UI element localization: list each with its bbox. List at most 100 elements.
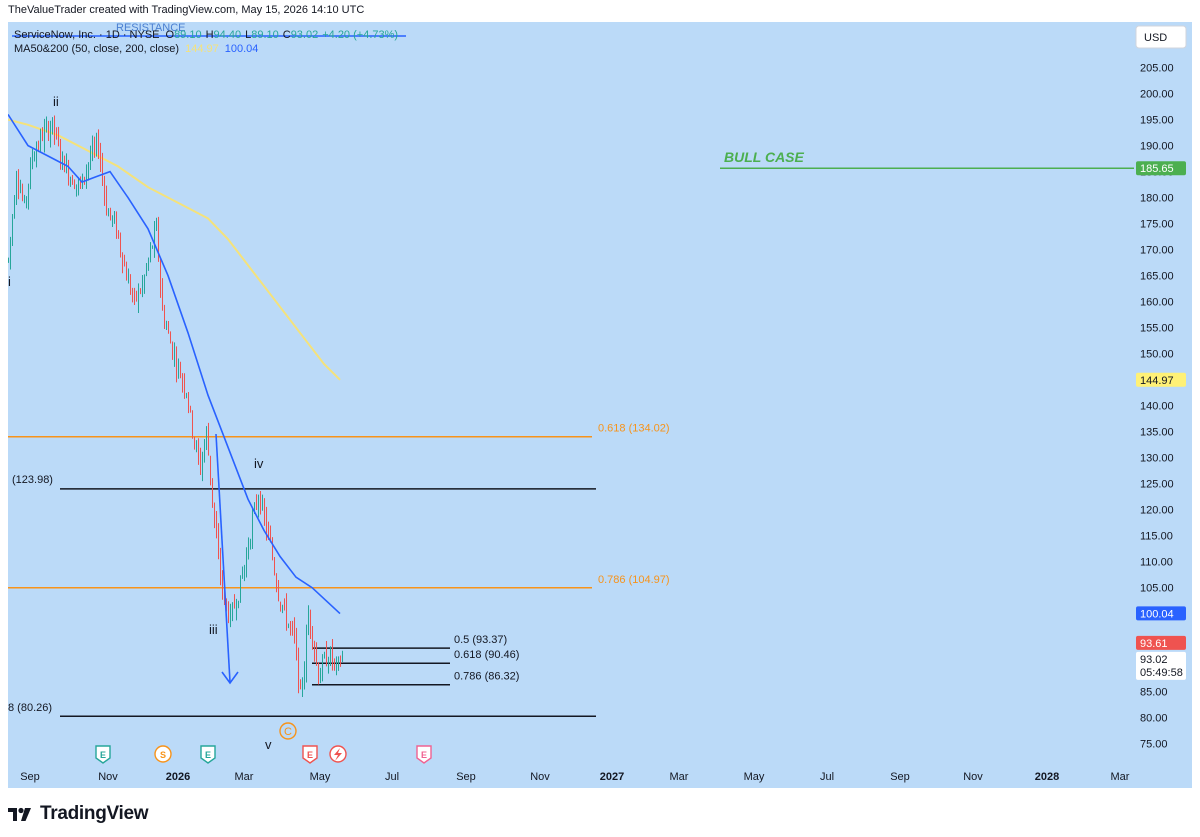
wave-label: iv <box>254 456 264 471</box>
wave-c-label: C <box>284 726 292 738</box>
event-marker-label: S <box>160 750 166 760</box>
event-marker <box>95 745 111 764</box>
down-arrow-head <box>221 671 239 685</box>
currency-button[interactable] <box>1135 25 1187 49</box>
x-tick-label: 2026 <box>166 771 190 783</box>
event-marker <box>302 745 318 764</box>
y-tick-label: 170.00 <box>1140 245 1174 257</box>
x-tick-label: Mar <box>670 771 689 783</box>
price-tag <box>1136 606 1186 621</box>
down-arrow-shaft <box>215 433 231 683</box>
currency-button-label: USD <box>1144 32 1167 44</box>
tradingview-logo-icon <box>8 807 31 821</box>
y-tick-label: 205.00 <box>1140 63 1174 75</box>
x-tick-label: 2028 <box>1035 771 1059 783</box>
price-axis[interactable]: 75.0080.0085.0090.0095.00100.00105.00110… <box>1136 63 1186 751</box>
event-marker-label: E <box>307 750 313 760</box>
price-tag <box>1136 161 1186 176</box>
y-tick-label: 155.00 <box>1140 323 1174 335</box>
y-tick-label: 115.00 <box>1140 531 1173 543</box>
y-tick-label: 150.00 <box>1140 349 1174 361</box>
event-marker <box>200 745 216 764</box>
y-tick-label: 190.00 <box>1140 141 1174 153</box>
y-tick-label: 80.00 <box>1140 713 1168 725</box>
ma50-line <box>8 113 341 615</box>
chart-caption: TheValueTrader created with TradingView.… <box>8 4 365 16</box>
candlestick-series <box>8 115 343 698</box>
y-tick-label: 160.00 <box>1140 297 1174 309</box>
price-tag <box>1136 651 1186 680</box>
x-tick-label: 2027 <box>600 771 624 783</box>
wave-label: ii <box>53 94 59 109</box>
event-marker <box>154 745 172 763</box>
countdown-label: 05:49:58 <box>1140 667 1183 679</box>
legend-symbol: ServiceNow, Inc. · 1D · NYSE <box>14 29 160 41</box>
price-tag-label: 93.02 <box>1140 654 1168 666</box>
level-label: (123.98) <box>12 474 53 486</box>
x-tick-label: Jul <box>385 771 399 783</box>
y-tick-label: 200.00 <box>1140 89 1174 101</box>
level-label: 0.618 (134.02) <box>598 423 670 435</box>
x-tick-label: Mar <box>235 771 254 783</box>
lightning-glyph <box>334 748 342 761</box>
level-label: 0.786 (104.97) <box>598 574 670 586</box>
event-marker <box>416 745 432 764</box>
y-tick-label: 110.00 <box>1140 557 1173 569</box>
y-tick-label: 120.00 <box>1140 505 1174 517</box>
price-tag-label: 185.65 <box>1140 163 1174 175</box>
earnings-event-icon: S <box>154 745 172 763</box>
time-axis[interactable]: Sep Nov 2026 Mar May Jul Sep Nov 2027 Mar May Jul Se… <box>20 771 1130 783</box>
level-label: BULL CASE <box>724 149 805 165</box>
x-tick-label: Sep <box>20 771 40 783</box>
chart-background <box>8 22 1192 788</box>
wave-label: i <box>8 274 11 289</box>
y-tick-label: 165.00 <box>1140 271 1174 283</box>
price-tag <box>1136 372 1186 387</box>
x-tick-label: Nov <box>963 771 983 783</box>
legend-ohlc: ServiceNow, Inc. · 1D · NYSE O89.10 H94.40… <box>14 29 398 41</box>
wave-label: iii <box>209 622 218 637</box>
y-tick-label: 195.00 <box>1140 115 1174 127</box>
legend-ma: MA50&200 (50, close, 200, close) 144.97 10… <box>14 43 258 55</box>
price-tag-label: 93.61 <box>1140 638 1168 650</box>
x-tick-label: Mar <box>1111 771 1130 783</box>
y-tick-label: 175.00 <box>1140 219 1174 231</box>
y-tick-label: 130.00 <box>1140 453 1174 465</box>
price-chart[interactable]: BULL CASE 0.618 (134.02) (123.98) 0.786 (10… <box>8 22 1192 788</box>
brand-name: TradingView <box>40 803 149 824</box>
y-tick-label: 125.00 <box>1140 479 1174 491</box>
earnings-event-icon: E <box>95 745 111 764</box>
x-tick-label: May <box>744 771 765 783</box>
level-label: 8 (80.26) <box>8 702 52 714</box>
x-tick-label: Nov <box>530 771 550 783</box>
price-tag-label: 144.97 <box>1140 375 1174 387</box>
y-tick-label: 105.00 <box>1140 583 1174 595</box>
x-tick-label: May <box>310 771 331 783</box>
price-tag <box>1136 635 1186 650</box>
event-marker-label: E <box>100 750 106 760</box>
ma50-series <box>8 113 341 615</box>
event-marker-label: E <box>205 750 211 760</box>
earnings-event-icon: E <box>200 745 216 764</box>
y-tick-label: 85.00 <box>1140 687 1168 699</box>
x-tick-label: Sep <box>456 771 476 783</box>
ma200-series <box>8 118 341 381</box>
y-tick-label: 135.00 <box>1140 427 1174 439</box>
earnings-event-icon: E <box>416 745 432 764</box>
resistance-label: RESISTANCE <box>116 22 185 34</box>
level-label: 0.618 (90.46) <box>454 649 519 661</box>
ma200-line <box>8 118 341 381</box>
chart-area[interactable]: BULL CASE 0.618 (134.02) (123.98) 0.786 (10… <box>8 22 1192 788</box>
level-label: 0.5 (93.37) <box>454 634 507 646</box>
earnings-event-icon: E <box>302 745 318 764</box>
x-tick-label: Sep <box>890 771 910 783</box>
wave-c-circle <box>279 722 297 740</box>
y-tick-label: 75.00 <box>1140 739 1168 751</box>
price-tag-label: 100.04 <box>1140 608 1174 620</box>
x-tick-label: Nov <box>98 771 118 783</box>
event-marker-label: E <box>421 750 427 760</box>
footer-brand[interactable]: TradingView <box>8 800 149 828</box>
lightning-icon <box>329 745 347 763</box>
